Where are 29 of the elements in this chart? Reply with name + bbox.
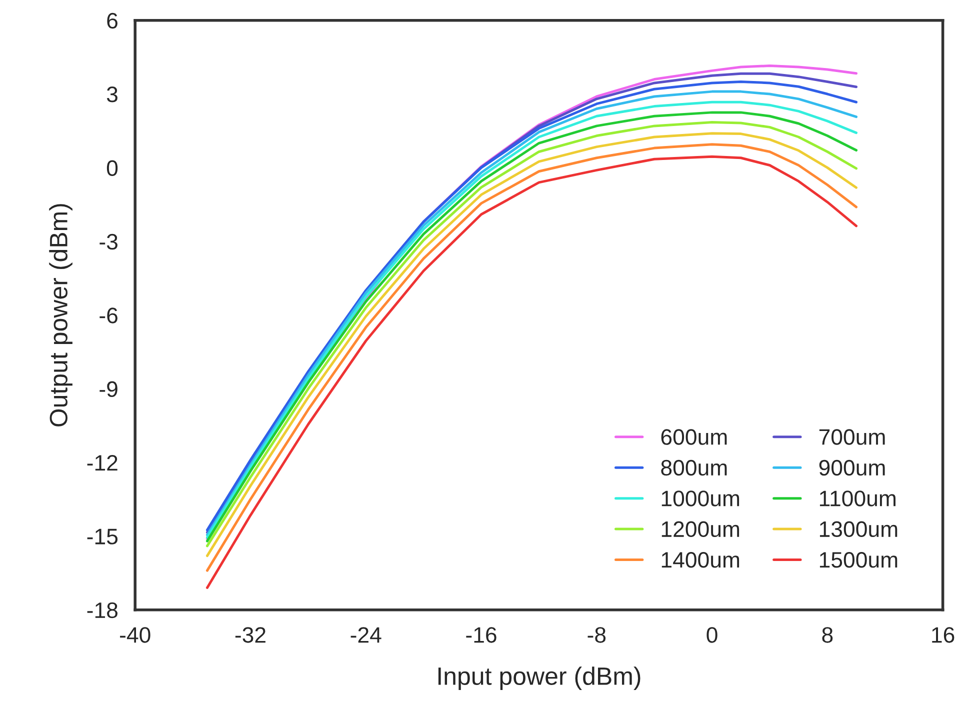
legend-label: 700um (819, 429, 885, 445)
x-tick-label: 8 (822, 627, 833, 643)
legend-label: 1500um (820, 552, 898, 568)
x-tick-label: 16 (932, 627, 954, 643)
x-tick-label: -8 (588, 627, 606, 643)
y-tick-label: -9 (100, 381, 118, 398)
legend-label: 600um (661, 429, 727, 445)
legend-label: 900um (819, 460, 885, 476)
legend-label: 1000um (662, 490, 740, 506)
y-tick-label: 6 (107, 12, 118, 29)
y-tick-label: -15 (87, 528, 118, 544)
y-tick-label: 3 (106, 86, 118, 102)
legend-label: 800um (661, 460, 727, 476)
y-axis-title: Output power (dBm) (49, 204, 72, 426)
x-tick-label: -16 (466, 627, 496, 643)
y-tick-label: -3 (100, 234, 118, 250)
y-tick-label: -6 (100, 308, 118, 324)
legend-label: 1100um (820, 490, 896, 506)
legend-label: 1300um (820, 521, 898, 538)
x-tick-label: -24 (350, 627, 382, 643)
x-axis-title: Input power (dBm) (438, 666, 640, 690)
legend-label: 1200um (662, 521, 740, 538)
x-tick-label: -32 (235, 627, 266, 643)
y-tick-label: -12 (87, 454, 118, 471)
x-tick-label: -40 (120, 627, 150, 643)
y-tick-label: -18 (87, 602, 118, 618)
y-tick-label: 0 (106, 160, 118, 176)
legend-label: 1400um (662, 552, 740, 568)
x-tick-label: 0 (706, 627, 718, 643)
